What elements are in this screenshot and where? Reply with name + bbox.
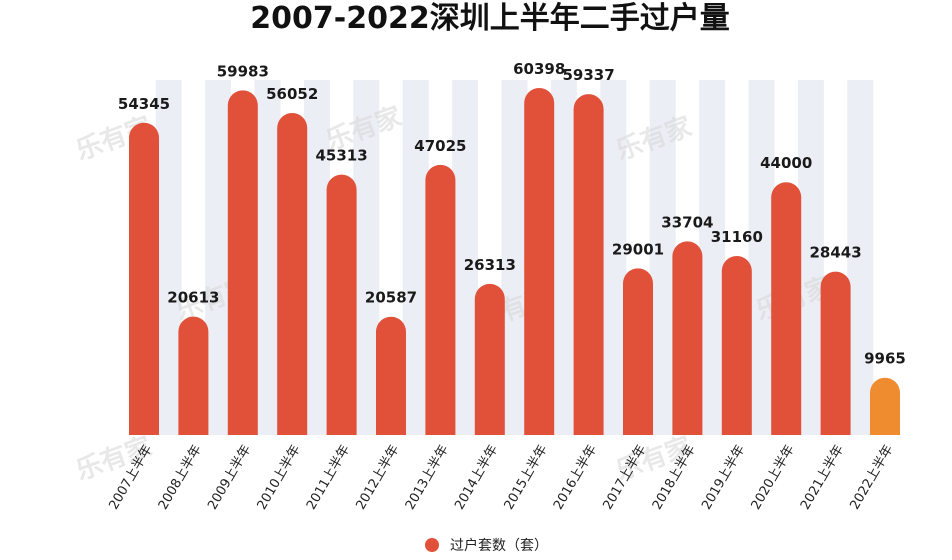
x-tick-label: 2008上半年 xyxy=(156,443,205,513)
bar xyxy=(326,174,357,436)
bar xyxy=(573,94,604,436)
value-label: 59337 xyxy=(563,66,615,84)
value-label: 60398 xyxy=(513,60,565,78)
x-tick-label: 2019上半年 xyxy=(699,443,748,513)
background-column xyxy=(600,80,627,435)
x-tick-label: 2012上半年 xyxy=(353,443,402,513)
background-column xyxy=(797,80,824,435)
value-label: 31160 xyxy=(711,228,763,246)
x-tick-label: 2010上半年 xyxy=(255,443,304,513)
x-tick-label: 2022上半年 xyxy=(847,443,896,513)
value-label: 29001 xyxy=(612,240,664,258)
bar xyxy=(623,268,653,435)
value-label: 54345 xyxy=(118,95,170,113)
bar xyxy=(820,271,851,435)
background-column xyxy=(847,80,874,435)
x-tick-label: 2021上半年 xyxy=(798,443,847,513)
value-label: 28443 xyxy=(810,244,862,262)
x-tick-label: 2016上半年 xyxy=(551,443,600,513)
value-label: 20613 xyxy=(167,289,219,307)
bar xyxy=(474,283,505,435)
background-column xyxy=(303,80,330,435)
x-tick-label: 2011上半年 xyxy=(304,443,353,513)
background-column xyxy=(699,80,726,435)
legend: 过户套数（套） xyxy=(425,537,548,554)
x-tick-label: 2015上半年 xyxy=(502,443,551,513)
background-column xyxy=(155,80,182,435)
value-label: 47025 xyxy=(414,137,466,155)
x-tick-label: 2020上半年 xyxy=(749,443,798,513)
value-label: 44000 xyxy=(760,154,812,172)
bar xyxy=(425,164,456,436)
background-column xyxy=(254,80,281,435)
value-label: 9965 xyxy=(864,350,906,368)
value-label: 26313 xyxy=(464,256,516,274)
value-label: 33704 xyxy=(661,213,713,231)
background-column xyxy=(649,80,676,435)
value-label: 45313 xyxy=(316,147,368,165)
bar xyxy=(277,112,308,435)
bar xyxy=(721,255,752,435)
background-column xyxy=(452,80,479,435)
x-tick-label: 2013上半年 xyxy=(403,443,452,513)
bar xyxy=(524,88,555,435)
bar xyxy=(227,90,258,435)
background-column xyxy=(205,80,232,435)
bar xyxy=(771,182,802,435)
background-column xyxy=(353,80,380,435)
value-label: 59983 xyxy=(217,62,269,80)
x-tick-label: 2014上半年 xyxy=(452,443,501,513)
value-label: 56052 xyxy=(266,85,318,103)
bar xyxy=(672,241,703,435)
bar xyxy=(870,377,900,435)
legend-swatch xyxy=(425,538,439,552)
background-column xyxy=(402,80,429,435)
legend-label: 过户套数（套） xyxy=(450,537,548,554)
chart-title: 2007-2022深圳上半年二手过户量 xyxy=(250,1,729,36)
background-column xyxy=(748,80,775,435)
bar xyxy=(376,316,406,435)
bar xyxy=(178,316,209,435)
value-label: 20587 xyxy=(365,289,417,307)
x-tick-label: 2009上半年 xyxy=(205,443,254,513)
background-column xyxy=(501,80,528,435)
background-column xyxy=(550,80,577,435)
bar xyxy=(129,122,159,436)
